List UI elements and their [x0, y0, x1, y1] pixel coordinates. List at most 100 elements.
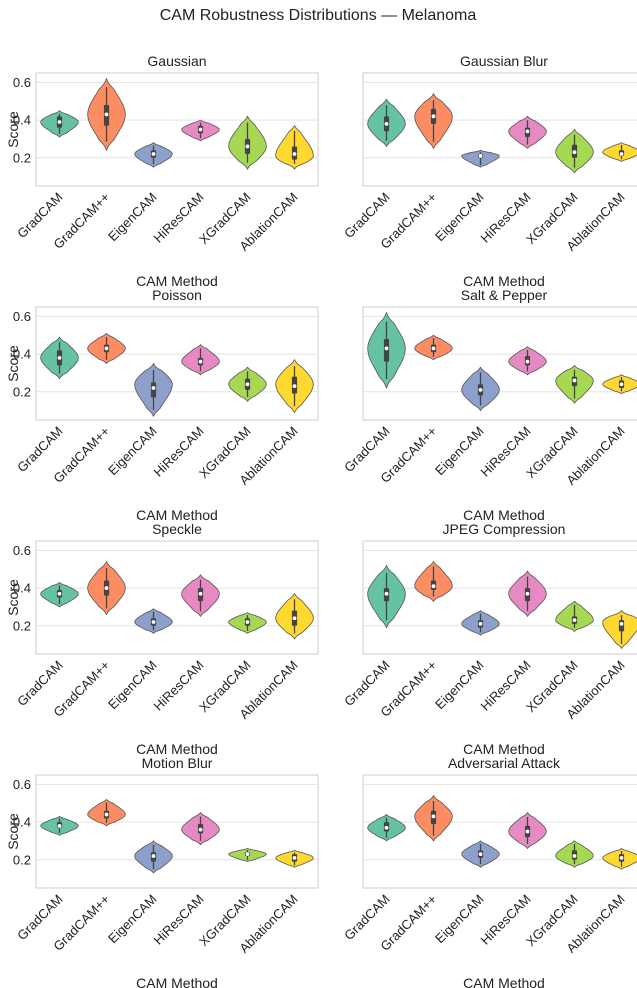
median-dot [292, 855, 297, 860]
ytick-label: 0.2 [13, 618, 31, 633]
violin-ablationcam [275, 593, 314, 640]
ytick-label: 0.4 [13, 113, 31, 128]
panel-title: JPEG Compression [443, 521, 566, 537]
violin-xgradcam [555, 840, 594, 868]
median-dot [478, 852, 483, 856]
violin-hirescam [181, 812, 220, 846]
median-dot [431, 584, 436, 589]
panel-title: Gaussian [147, 53, 206, 69]
median-dot [104, 346, 109, 351]
violin-ablationcam [275, 849, 314, 868]
violin-eigencam [461, 149, 500, 168]
median-dot [572, 854, 577, 858]
median-dot [245, 620, 250, 624]
median-dot [104, 812, 109, 817]
violin-xgradcam [228, 612, 267, 634]
violin-eigencam [461, 610, 500, 636]
violin-ablationcam [602, 610, 637, 649]
violin-hirescam [181, 119, 220, 142]
x-axis-label: CAM Method [463, 507, 545, 523]
plot-frame [362, 540, 637, 655]
ytick-label: 0.6 [13, 75, 31, 90]
violin-gradcam [414, 334, 453, 361]
ytick-label: 0.4 [13, 581, 31, 596]
violin-gradcam [87, 561, 126, 615]
ytick-label: 0.6 [13, 543, 31, 558]
median-dot [198, 591, 203, 596]
panel-title: Poisson [152, 287, 202, 303]
violin-hirescam [508, 115, 547, 149]
median-dot [151, 854, 156, 858]
violin-gradcam [414, 795, 453, 842]
violin-hirescam [508, 570, 547, 617]
violin-ablationcam [602, 142, 637, 162]
x-axis-label: CAM Method [136, 273, 218, 289]
x-axis-label: CAM Method [463, 741, 545, 757]
violin-xgradcam [555, 129, 594, 174]
panel-title: Speckle [152, 521, 202, 537]
plot-frame [35, 540, 319, 655]
ytick-label: 0.6 [13, 309, 31, 324]
violin-hirescam [181, 344, 220, 376]
violin-gradcam [367, 99, 406, 147]
median-dot [572, 618, 577, 622]
violin-gradcam [414, 93, 453, 149]
x-axis-label: CAM Method [463, 975, 545, 988]
violin-gradcam [367, 312, 406, 389]
x-axis-label: CAM Method [136, 975, 218, 988]
median-dot [292, 152, 297, 156]
violin-ablationcam [602, 374, 637, 394]
violin-eigencam [134, 142, 173, 168]
median-dot [151, 620, 156, 624]
median-dot [151, 152, 156, 156]
violin-ablationcam [275, 359, 314, 413]
median-dot [619, 621, 624, 626]
y-axis-label: Score [5, 813, 21, 850]
panel-title: Salt & Pepper [461, 287, 548, 303]
violin-ablationcam [602, 848, 637, 870]
ytick-label: 0.2 [13, 384, 31, 399]
ytick-label: 0.4 [13, 815, 31, 830]
median-dot [478, 153, 483, 158]
median-dot [57, 823, 62, 828]
violin-eigencam [461, 366, 500, 411]
plot-frame [35, 774, 319, 889]
violin-gradcam [414, 561, 453, 602]
plot-frame [35, 306, 319, 421]
median-dot [198, 127, 203, 132]
y-axis-label: Score [5, 579, 21, 616]
median-dot [384, 346, 389, 351]
median-dot [619, 152, 624, 156]
median-dot [104, 586, 109, 590]
median-dot [431, 814, 436, 819]
violin-xgradcam [228, 848, 267, 862]
x-axis-label: CAM Method [463, 273, 545, 289]
violin-gradcam [367, 814, 406, 842]
median-dot [572, 378, 577, 383]
median-dot [292, 616, 297, 621]
panel-title: Motion Blur [142, 755, 213, 771]
median-dot [525, 591, 530, 596]
median-dot [245, 144, 250, 149]
median-dot [198, 359, 203, 364]
violin-gradcam [40, 582, 79, 608]
violin-xgradcam [228, 115, 267, 170]
ytick-label: 0.2 [13, 150, 31, 165]
violin-hirescam [181, 574, 220, 617]
violin-gradcam [40, 110, 79, 138]
violin-ablationcam [275, 125, 314, 170]
plot-frame [362, 306, 637, 421]
median-dot [245, 852, 250, 856]
median-dot [151, 386, 156, 390]
median-dot [384, 825, 389, 830]
median-dot [57, 120, 62, 124]
median-dot [431, 114, 436, 119]
median-dot [245, 382, 250, 387]
median-dot [619, 855, 624, 860]
violin-eigencam [134, 840, 173, 874]
median-dot [384, 591, 389, 596]
violin-eigencam [134, 363, 173, 417]
ytick-label: 0.6 [13, 777, 31, 792]
y-axis-label: Score [5, 111, 21, 148]
